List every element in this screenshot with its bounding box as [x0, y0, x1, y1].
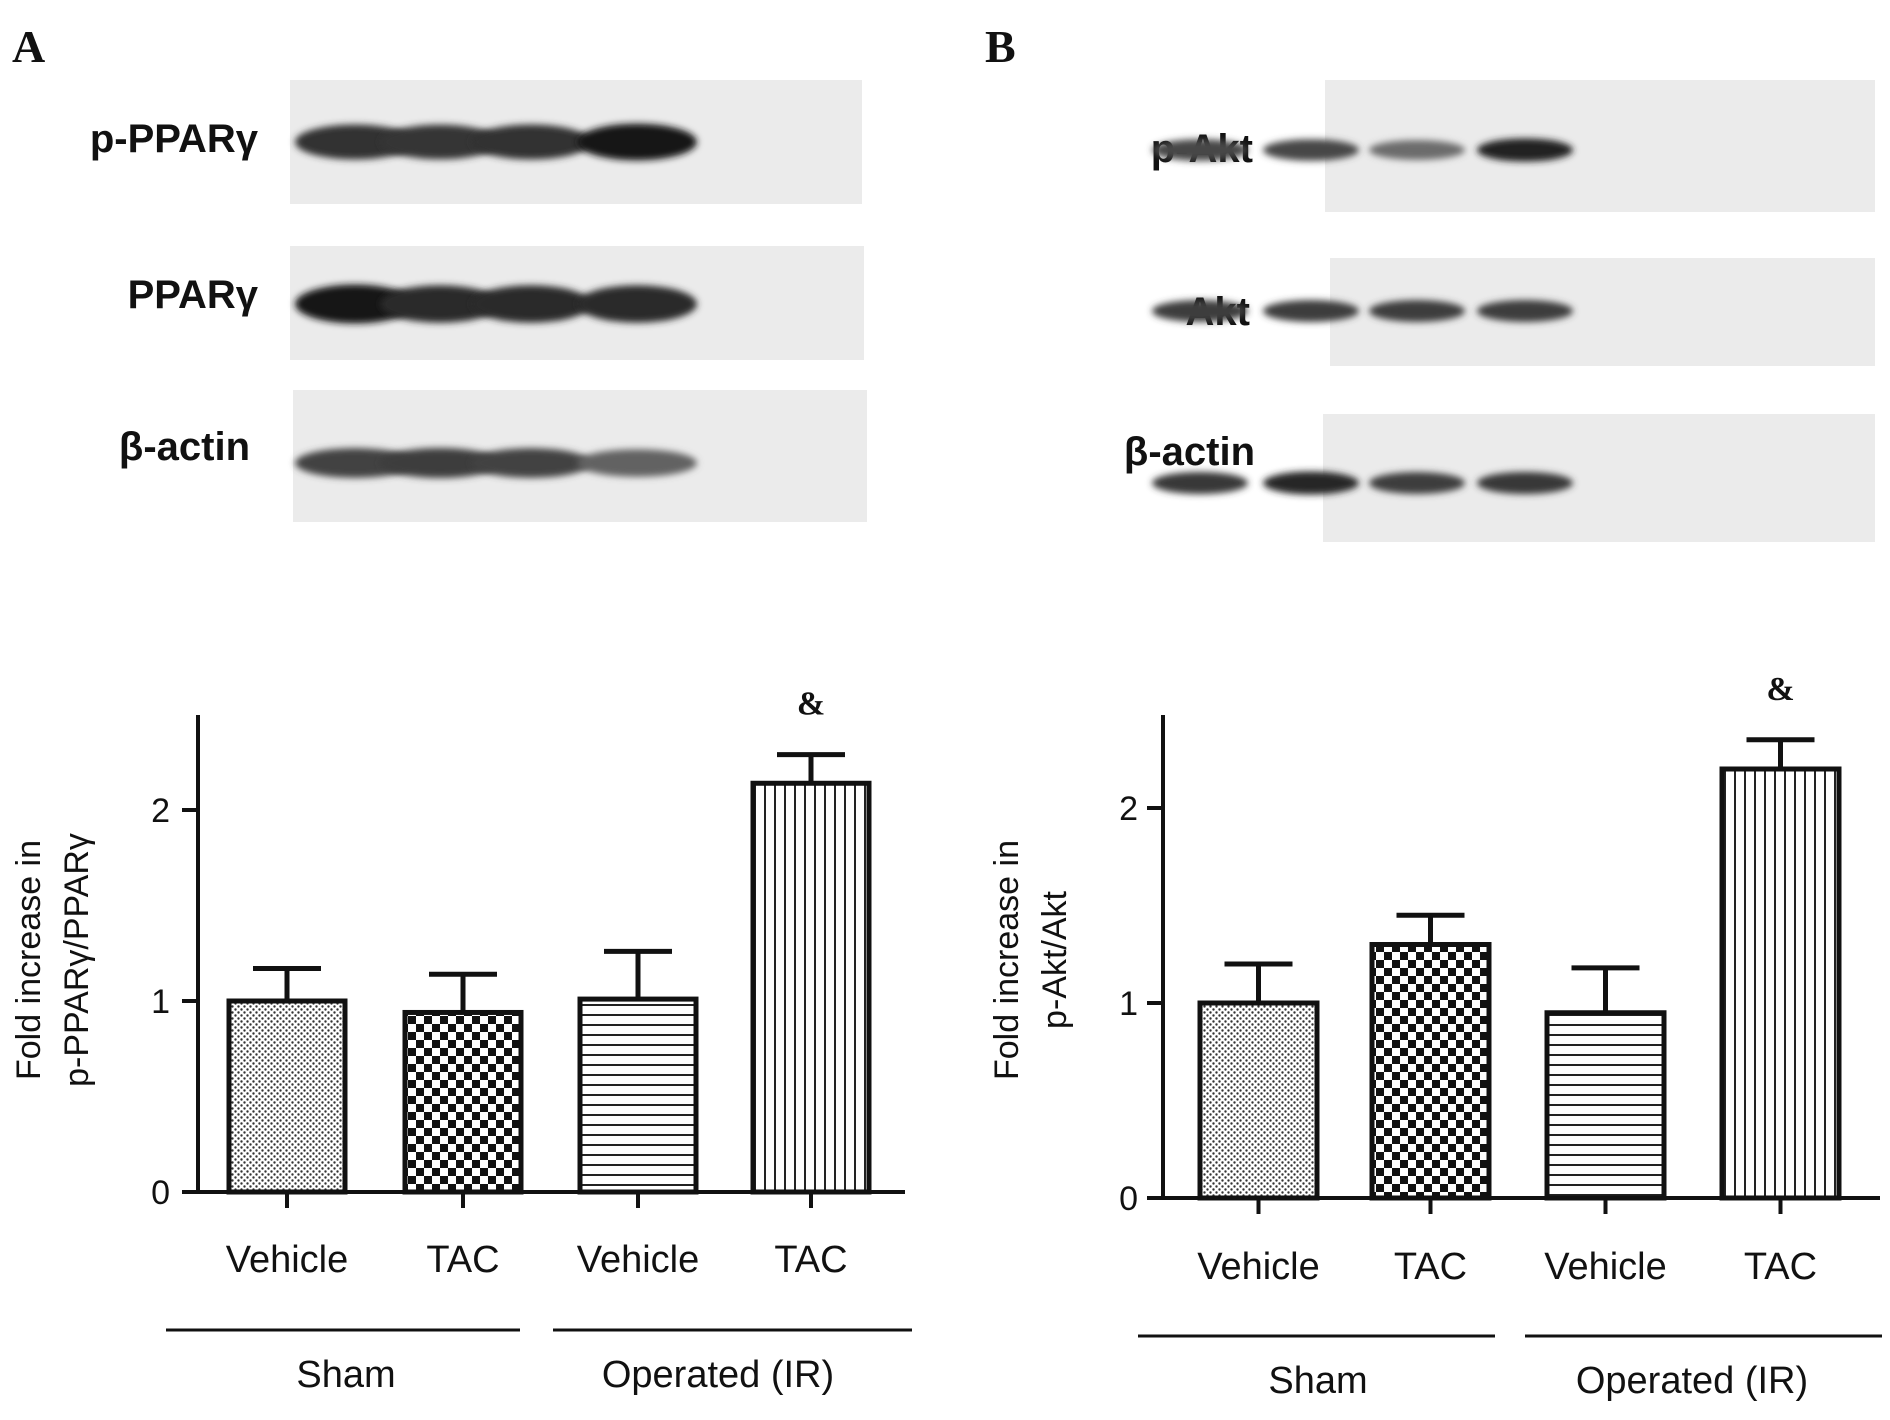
blot-band	[1263, 471, 1359, 495]
blot-row: PPARγ	[128, 246, 864, 360]
y-axis-label: Fold increase in	[10, 840, 48, 1080]
blot-band	[1477, 300, 1573, 322]
blot-label: p-PPARγ	[90, 117, 259, 161]
blot-row: p-PPARγ	[90, 80, 862, 204]
panel-a: A p-PPARγ PPARγ β-actin 0 1 2 Vehicle TAC Veh…	[10, 21, 912, 1396]
y-tick-label: 2	[151, 792, 170, 830]
panel-b: B p-Akt Akt β-actin 0 1 2 Vehicle TAC Vehicle…	[985, 21, 1882, 1402]
y-tick-label: 1	[1119, 985, 1138, 1023]
blot-band	[380, 285, 500, 323]
group-bracket-a: Sham Operated (IR)	[166, 1328, 912, 1396]
panel-letter-a: A	[12, 21, 45, 72]
group-label-sham: Sham	[296, 1354, 395, 1396]
blot-row: β-actin	[1124, 414, 1875, 542]
group-bracket-b: Sham Operated (IR)	[1138, 1334, 1882, 1402]
blot-bands	[1152, 471, 1573, 495]
blot-band	[1152, 139, 1248, 161]
blot-row: β-actin	[119, 390, 867, 522]
group-label-operated: Operated (IR)	[602, 1354, 834, 1396]
blot-band	[1369, 472, 1465, 494]
blot-band	[577, 449, 697, 477]
significance-marker: &	[1766, 671, 1794, 708]
category-label: Vehicle	[1197, 1246, 1320, 1288]
category-label: TAC	[774, 1239, 847, 1281]
bar-chart-a: 0 1 2 Vehicle TAC Vehicle & TAC Fold increase in…	[10, 686, 905, 1281]
blot-band	[380, 124, 500, 160]
bar-chart-b: 0 1 2 Vehicle TAC Vehicle & TAC Fold increase in…	[988, 671, 1880, 1288]
blot-bands	[295, 123, 697, 161]
bar	[577, 996, 699, 1195]
category-label: TAC	[1394, 1246, 1467, 1288]
blot-bands	[1152, 138, 1573, 162]
blot-band	[1263, 300, 1359, 322]
blot-band	[1152, 471, 1248, 495]
blot-band	[577, 123, 697, 161]
y-axis-label: p-PPARγ/PPARγ	[58, 833, 96, 1087]
bar	[1544, 1010, 1667, 1201]
category-label: TAC	[426, 1239, 499, 1281]
blot-band	[471, 448, 591, 478]
blot-band	[1152, 300, 1248, 322]
blot-band	[1369, 300, 1465, 322]
blot-band	[1263, 139, 1359, 161]
blot-row: p-Akt	[1151, 80, 1875, 212]
blot-group-b: p-Akt Akt β-actin	[1124, 80, 1875, 542]
y-tick-label: 0	[151, 1174, 170, 1212]
blot-group-a: p-PPARγ PPARγ β-actin	[90, 80, 867, 522]
bar	[750, 780, 872, 1195]
blot-band	[1369, 140, 1465, 160]
blot-band	[471, 124, 591, 160]
category-label: TAC	[1744, 1246, 1817, 1288]
category-label: Vehicle	[1544, 1246, 1667, 1288]
bar	[1197, 1000, 1320, 1201]
blot-band	[1477, 138, 1573, 162]
significance-marker: &	[797, 686, 825, 723]
blot-band	[295, 124, 415, 160]
blot-band	[577, 285, 697, 323]
blot-bands	[295, 284, 697, 324]
blot-bands	[1152, 300, 1573, 322]
category-label: Vehicle	[226, 1239, 349, 1281]
blot-band	[1477, 471, 1573, 495]
y-tick-label: 2	[1119, 790, 1138, 828]
bar	[226, 998, 348, 1195]
blot-bands	[295, 448, 697, 478]
category-label: Vehicle	[577, 1239, 700, 1281]
y-axis-label: p-Akt/Akt	[1036, 890, 1074, 1028]
bar	[1369, 942, 1492, 1201]
blot-row: Akt	[1152, 258, 1875, 366]
y-axis-label: Fold increase in	[988, 840, 1026, 1080]
blot-band	[295, 284, 415, 324]
bar	[1719, 766, 1842, 1201]
blot-band	[380, 448, 500, 478]
blot-label: β-actin	[1124, 430, 1255, 474]
blot-label: PPARγ	[128, 273, 259, 317]
y-tick-label: 1	[151, 983, 170, 1021]
y-tick-label: 0	[1119, 1180, 1138, 1218]
group-label-operated: Operated (IR)	[1576, 1360, 1808, 1402]
panel-letter-b: B	[985, 21, 1016, 72]
blot-label: β-actin	[119, 425, 250, 469]
blot-band	[295, 448, 415, 478]
group-label-sham: Sham	[1268, 1360, 1367, 1402]
bar	[402, 1009, 524, 1195]
blot-band	[471, 285, 591, 323]
